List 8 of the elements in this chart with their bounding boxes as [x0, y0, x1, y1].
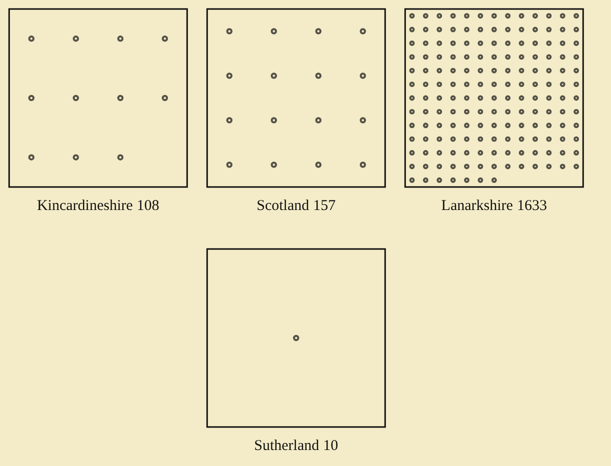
- data-label: 1633: [516, 198, 547, 214]
- category-label: Lanarkshire: [441, 198, 514, 214]
- data-label: 10: [323, 438, 338, 454]
- category-label: Kincardineshire: [36, 198, 134, 214]
- data-label: 157: [313, 198, 336, 214]
- category-label: Sutherland: [254, 438, 320, 454]
- data-label: 108: [136, 198, 160, 214]
- category-label: Scotland: [256, 198, 310, 214]
